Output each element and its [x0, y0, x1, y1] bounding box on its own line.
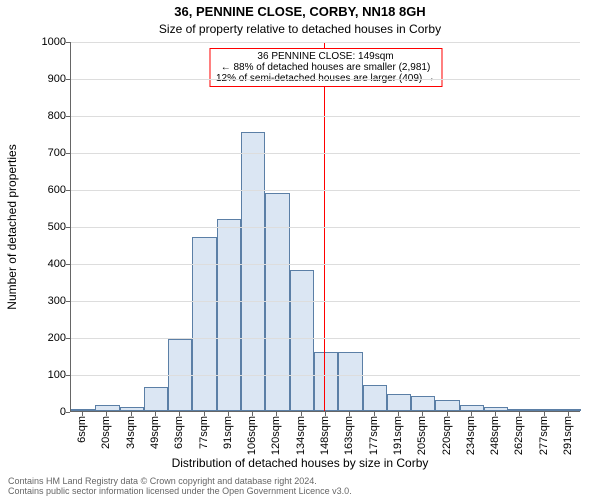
x-tick-label: 77sqm	[198, 416, 210, 449]
y-tick-mark	[66, 79, 70, 80]
y-tick-label: 400	[6, 258, 66, 270]
histogram-bar	[120, 407, 144, 411]
x-tick-label: 291sqm	[562, 416, 574, 455]
x-tick-label: 91sqm	[222, 416, 234, 449]
x-tick-label: 148sqm	[319, 416, 331, 455]
histogram-bar	[290, 270, 314, 411]
x-tick-label: 177sqm	[368, 416, 380, 455]
x-tick-label: 248sqm	[489, 416, 501, 455]
footer-line2: Contains public sector information licen…	[8, 486, 352, 496]
y-tick-mark	[66, 412, 70, 413]
plot-area: 36 PENNINE CLOSE: 149sqm ← 88% of detach…	[70, 42, 580, 412]
gridline	[71, 116, 580, 117]
histogram-bar	[144, 387, 168, 411]
y-tick-label: 100	[6, 369, 66, 381]
annotation-line1: 36 PENNINE CLOSE: 149sqm	[216, 51, 435, 62]
annotation-line2: ← 88% of detached houses are smaller (2,…	[216, 62, 435, 73]
histogram-bar	[95, 405, 119, 411]
gridline	[71, 264, 580, 265]
histogram-bar	[460, 405, 484, 411]
histogram-bar	[435, 400, 459, 411]
y-tick-mark	[66, 190, 70, 191]
x-tick-label: 20sqm	[100, 416, 112, 449]
x-tick-label: 205sqm	[416, 416, 428, 455]
histogram-bar	[484, 407, 508, 411]
histogram-bar	[557, 409, 581, 411]
y-tick-label: 500	[6, 221, 66, 233]
y-tick-mark	[66, 338, 70, 339]
x-tick-label: 6sqm	[76, 416, 88, 443]
chart-title: 36, PENNINE CLOSE, CORBY, NN18 8GH	[0, 4, 600, 19]
y-tick-label: 900	[6, 73, 66, 85]
y-tick-mark	[66, 153, 70, 154]
gridline	[71, 338, 580, 339]
annotation-box: 36 PENNINE CLOSE: 149sqm ← 88% of detach…	[209, 48, 442, 87]
y-tick-label: 300	[6, 295, 66, 307]
y-tick-label: 1000	[6, 36, 66, 48]
x-tick-label: 191sqm	[392, 416, 404, 455]
histogram-bar	[411, 396, 435, 411]
x-tick-label: 220sqm	[441, 416, 453, 455]
histogram-bar	[71, 409, 95, 411]
histogram-bar	[314, 352, 338, 411]
footer: Contains HM Land Registry data © Crown c…	[8, 476, 352, 496]
x-tick-label: 120sqm	[270, 416, 282, 455]
gridline	[71, 42, 580, 43]
x-tick-label: 277sqm	[538, 416, 550, 455]
chart-container: 36, PENNINE CLOSE, CORBY, NN18 8GH Size …	[0, 0, 600, 500]
x-tick-label: 234sqm	[465, 416, 477, 455]
histogram-bar	[338, 352, 362, 411]
x-tick-label: 262sqm	[513, 416, 525, 455]
y-tick-label: 200	[6, 332, 66, 344]
y-tick-mark	[66, 375, 70, 376]
gridline	[71, 79, 580, 80]
x-tick-label: 134sqm	[295, 416, 307, 455]
gridline	[71, 190, 580, 191]
y-tick-label: 800	[6, 110, 66, 122]
histogram-bar	[508, 409, 532, 411]
histogram-bar	[217, 219, 241, 411]
x-tick-label: 163sqm	[343, 416, 355, 455]
y-tick-mark	[66, 116, 70, 117]
x-tick-label: 49sqm	[149, 416, 161, 449]
y-tick-label: 600	[6, 184, 66, 196]
y-tick-label: 700	[6, 147, 66, 159]
y-tick-mark	[66, 264, 70, 265]
gridline	[71, 153, 580, 154]
x-axis-label: Distribution of detached houses by size …	[0, 456, 600, 470]
histogram-bar	[387, 394, 411, 411]
y-tick-mark	[66, 42, 70, 43]
chart-subtitle: Size of property relative to detached ho…	[0, 22, 600, 36]
gridline	[71, 301, 580, 302]
histogram-bar	[241, 132, 265, 411]
histogram-bar	[533, 409, 557, 411]
y-tick-mark	[66, 227, 70, 228]
histogram-bar	[363, 385, 387, 411]
x-tick-label: 106sqm	[246, 416, 258, 455]
x-tick-label: 34sqm	[125, 416, 137, 449]
footer-line1: Contains HM Land Registry data © Crown c…	[8, 476, 352, 486]
y-tick-label: 0	[6, 406, 66, 418]
gridline	[71, 375, 580, 376]
gridline	[71, 227, 580, 228]
y-tick-mark	[66, 301, 70, 302]
x-tick-label: 63sqm	[173, 416, 185, 449]
